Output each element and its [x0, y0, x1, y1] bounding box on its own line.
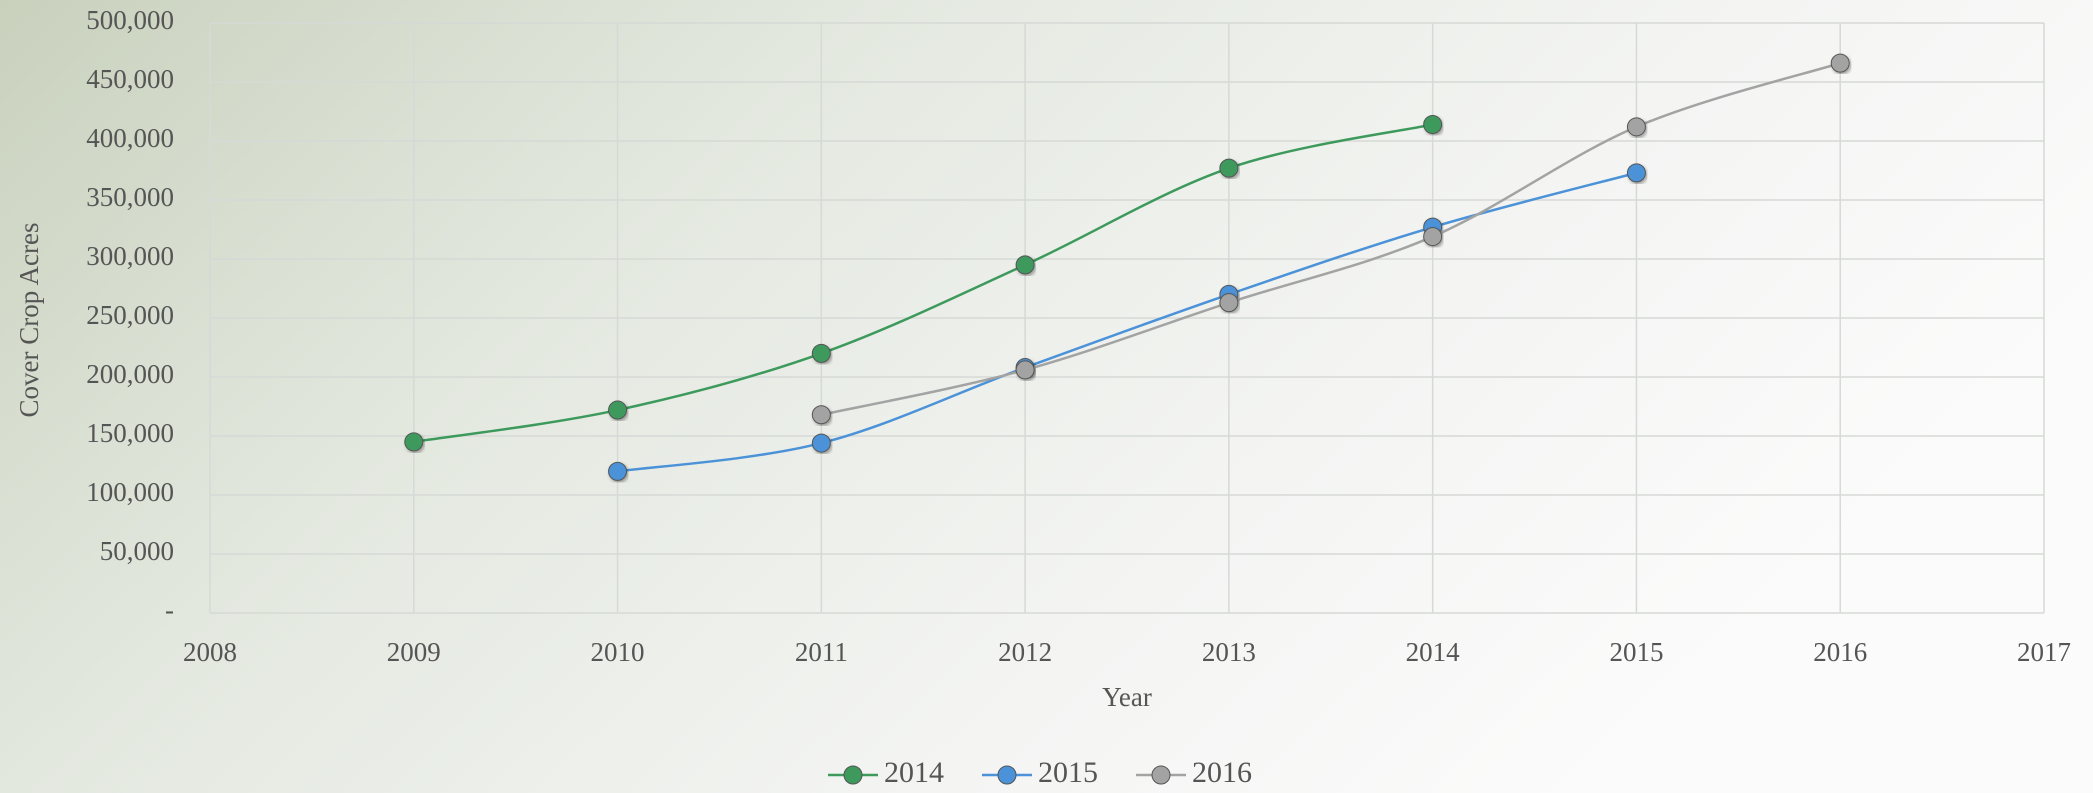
y-tick-label: 400,000 [86, 123, 174, 153]
x-tick-label: 2014 [1406, 637, 1461, 667]
data-point [1219, 293, 1239, 313]
x-tick-label: 2012 [998, 637, 1052, 667]
x-tick-label: 2011 [795, 637, 848, 667]
y-tick-label: 250,000 [86, 300, 174, 330]
legend-marker [843, 765, 863, 785]
y-tick-label: 200,000 [86, 359, 174, 389]
legend-label: 2016 [1192, 756, 1252, 789]
legend-marker [1151, 765, 1171, 785]
x-tick-label: 2015 [1609, 637, 1663, 667]
data-point [811, 405, 831, 425]
legend-marker [997, 765, 1017, 785]
y-axis-title: Cover Crop Acres [14, 223, 44, 418]
data-point [1830, 53, 1850, 73]
x-tick-label: 2017 [2017, 637, 2071, 667]
series-line [617, 171, 1637, 473]
data-point [1015, 360, 1035, 380]
series-line [413, 123, 1433, 444]
data-point [608, 461, 628, 481]
data-point [1626, 163, 1646, 183]
data-point [1015, 255, 1035, 275]
x-tick-label: 2009 [387, 637, 441, 667]
y-tick-label: - [165, 595, 174, 625]
y-tick-label: 300,000 [86, 241, 174, 271]
series-line [821, 61, 1841, 416]
legend-label: 2014 [884, 756, 944, 789]
y-tick-label: 150,000 [86, 418, 174, 448]
x-tick-label: 2016 [1813, 637, 1867, 667]
data-point [1423, 114, 1443, 134]
x-tick-label: 2010 [591, 637, 645, 667]
data-point [811, 343, 831, 363]
y-tick-label: 450,000 [86, 64, 174, 94]
x-axis-title: Year [1102, 682, 1152, 712]
legend-label: 2015 [1038, 756, 1098, 789]
data-point [404, 432, 424, 452]
x-tick-label: 2013 [1202, 637, 1256, 667]
x-tick-label: 2008 [183, 637, 237, 667]
y-tick-label: 350,000 [86, 182, 174, 212]
data-point [1423, 227, 1443, 247]
data-point [1626, 117, 1646, 137]
y-tick-label: 100,000 [86, 477, 174, 507]
data-point [811, 433, 831, 453]
y-tick-label: 500,000 [86, 5, 174, 35]
y-tick-label: 50,000 [100, 536, 174, 566]
legend: 2014 2015 2016 [828, 756, 1252, 789]
data-point [608, 400, 628, 420]
data-point [1219, 158, 1239, 178]
